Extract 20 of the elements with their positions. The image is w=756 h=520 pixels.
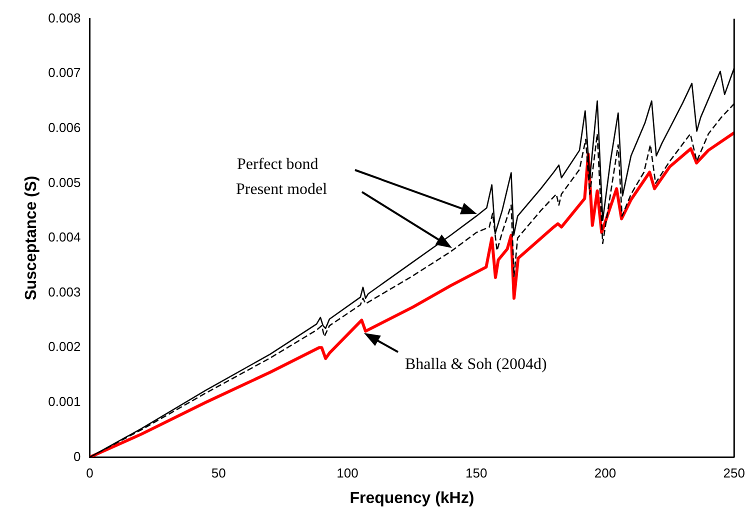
x-tick-label: 100 — [336, 466, 358, 481]
y-tick-label: 0.004 — [48, 230, 81, 245]
x-tick-label: 250 — [723, 466, 746, 481]
y-tick-label: 0.002 — [48, 339, 81, 354]
y-axis-title: Susceptance (S) — [23, 176, 40, 300]
x-tick-label: 150 — [466, 466, 488, 481]
annotation: Present model — [236, 180, 328, 200]
y-tick-label: 0.001 — [48, 394, 81, 409]
x-tick-label: 200 — [594, 466, 616, 481]
y-tick-label: 0.007 — [48, 65, 81, 80]
x-axis-title: Frequency (kHz) — [350, 490, 474, 507]
x-tick-label: 0 — [86, 466, 94, 481]
y-tick-label: 0.006 — [48, 120, 81, 135]
annotation: Perfect bond — [237, 155, 318, 175]
y-tick-label: 0.003 — [48, 284, 81, 300]
y-tick-label: 0.008 — [48, 10, 81, 26]
y-tick-label: 0.005 — [48, 174, 81, 190]
annotation: Bhalla & Soh (2004d) — [405, 355, 547, 375]
x-tick-label: 50 — [211, 466, 226, 481]
y-tick-label: 0 — [73, 448, 81, 464]
